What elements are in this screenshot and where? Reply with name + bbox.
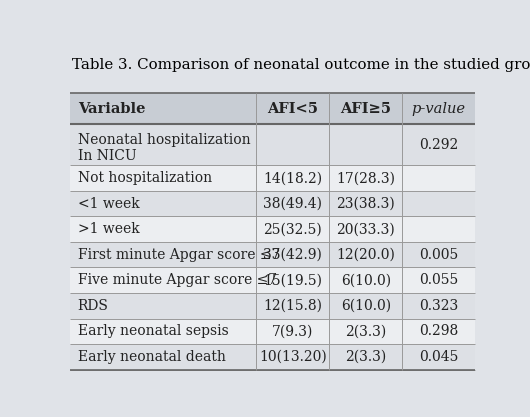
Text: 12(15.8): 12(15.8) — [263, 299, 322, 313]
Bar — [70, 191, 475, 216]
Text: AFI<5: AFI<5 — [267, 102, 319, 116]
Text: 38(49.4): 38(49.4) — [263, 197, 322, 211]
Text: Neonatal hospitalization: Neonatal hospitalization — [78, 133, 250, 148]
Text: 33(42.9): 33(42.9) — [263, 248, 322, 262]
Bar — [70, 293, 475, 319]
Text: 7(9.3): 7(9.3) — [272, 324, 314, 338]
Bar — [70, 93, 475, 124]
Text: 23(38.3): 23(38.3) — [337, 197, 395, 211]
Text: 0.005: 0.005 — [419, 248, 458, 262]
Text: AFI≥5: AFI≥5 — [340, 102, 391, 116]
Text: Not hospitalization: Not hospitalization — [78, 171, 212, 185]
Text: Early neonatal death: Early neonatal death — [78, 350, 226, 364]
Bar — [70, 267, 475, 293]
Text: First minute Apgar score ≤7: First minute Apgar score ≤7 — [78, 248, 280, 262]
Text: 0.292: 0.292 — [419, 138, 458, 152]
Text: 17(28.3): 17(28.3) — [336, 171, 395, 185]
Text: >1 week: >1 week — [78, 222, 139, 236]
Text: 0.298: 0.298 — [419, 324, 458, 338]
Text: RDS: RDS — [78, 299, 109, 313]
Text: Early neonatal sepsis: Early neonatal sepsis — [78, 324, 228, 338]
Text: 0.055: 0.055 — [419, 273, 458, 287]
Text: p-value: p-value — [411, 102, 465, 116]
Text: Variable: Variable — [78, 102, 145, 116]
Text: 25(32.5): 25(32.5) — [263, 222, 322, 236]
Text: 6(10.0): 6(10.0) — [341, 299, 391, 313]
Bar — [70, 124, 475, 166]
Text: Five minute Apgar score ≤7: Five minute Apgar score ≤7 — [78, 273, 277, 287]
Text: 0.045: 0.045 — [419, 350, 458, 364]
Text: 20(33.3): 20(33.3) — [337, 222, 395, 236]
Text: In NICU: In NICU — [78, 149, 136, 163]
Bar — [70, 242, 475, 267]
Bar — [70, 166, 475, 191]
Text: 15(19.5): 15(19.5) — [263, 273, 322, 287]
Text: 2(3.3): 2(3.3) — [345, 324, 386, 338]
Bar — [70, 319, 475, 344]
Text: 2(3.3): 2(3.3) — [345, 350, 386, 364]
Text: Table 3. Comparison of neonatal outcome in the studied groups: Table 3. Comparison of neonatal outcome … — [73, 58, 530, 72]
Text: 10(13.20): 10(13.20) — [259, 350, 327, 364]
Text: 14(18.2): 14(18.2) — [263, 171, 322, 185]
Text: 6(10.0): 6(10.0) — [341, 273, 391, 287]
Text: <1 week: <1 week — [78, 197, 139, 211]
Bar — [70, 216, 475, 242]
Text: 0.323: 0.323 — [419, 299, 458, 313]
Bar — [70, 344, 475, 369]
Text: 12(20.0): 12(20.0) — [336, 248, 395, 262]
